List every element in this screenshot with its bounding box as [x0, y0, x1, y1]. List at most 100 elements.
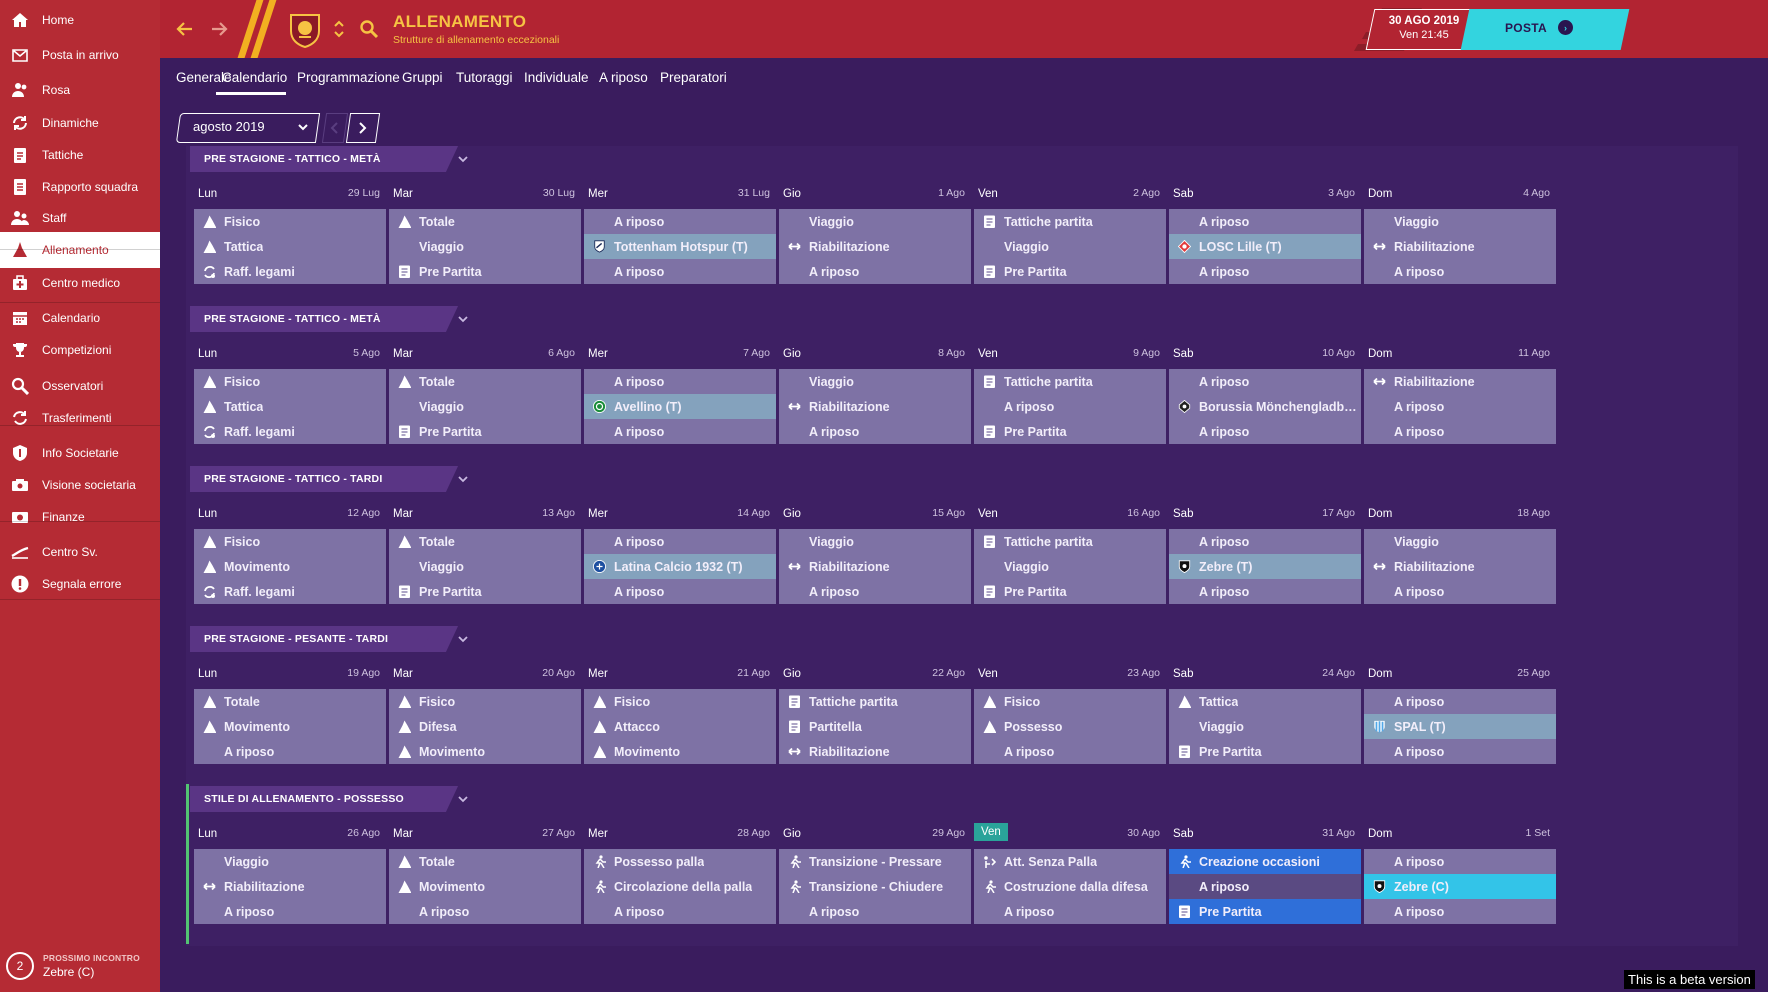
tab-programmazione[interactable]: Programmazione [297, 70, 400, 85]
next-match-widget[interactable]: 2 PROSSIMO INCONTRO Zebre (C) [0, 940, 160, 992]
tab-generale[interactable]: Generale [176, 70, 232, 85]
training-session-cell[interactable]: Viaggio [779, 369, 971, 394]
club-crest-icon[interactable] [288, 11, 322, 49]
training-session-cell[interactable]: A riposo [1169, 579, 1361, 604]
week-schedule-header[interactable]: PRE STAGIONE - PESANTE - TARDI [190, 626, 468, 652]
training-session-cell[interactable]: Viaggio [779, 209, 971, 234]
training-session-cell[interactable]: Viaggio [389, 554, 581, 579]
training-session-cell[interactable]: Difesa [389, 714, 581, 739]
training-session-cell[interactable]: Pre Partita [974, 579, 1166, 604]
training-session-cell[interactable]: Tattica [194, 394, 386, 419]
training-session-cell[interactable]: Borussia Mönchengladbac... [1169, 394, 1361, 419]
training-session-cell[interactable]: Movimento [389, 874, 581, 899]
tab-gruppi[interactable]: Gruppi [402, 70, 443, 85]
training-session-cell[interactable]: A riposo [1169, 529, 1361, 554]
training-session-cell[interactable]: Riabilitazione [1364, 554, 1556, 579]
training-session-cell[interactable]: A riposo [389, 899, 581, 924]
training-session-cell[interactable]: A riposo [974, 394, 1166, 419]
sidebar-item-allenamento[interactable]: Allenamento [0, 232, 160, 268]
training-session-cell[interactable]: Tattica [1169, 689, 1361, 714]
training-session-cell[interactable]: Possesso palla [584, 849, 776, 874]
training-session-cell[interactable]: Zebre (C) [1364, 874, 1556, 899]
sidebar-item-home[interactable]: Home [0, 2, 160, 38]
training-session-cell[interactable]: Pre Partita [389, 419, 581, 444]
training-session-cell[interactable]: Transizione - Pressare [779, 849, 971, 874]
training-session-cell[interactable]: A riposo [1364, 689, 1556, 714]
training-session-cell[interactable]: A riposo [779, 579, 971, 604]
up-down-icon[interactable] [332, 16, 346, 42]
training-session-cell[interactable]: A riposo [584, 529, 776, 554]
training-session-cell[interactable]: Fisico [974, 689, 1166, 714]
week-schedule-header[interactable]: PRE STAGIONE - TATTICO - METÀ [190, 146, 468, 172]
training-session-cell[interactable]: SPAL (T) [1364, 714, 1556, 739]
training-session-cell[interactable]: Pre Partita [1169, 739, 1361, 764]
training-session-cell[interactable]: Movimento [194, 554, 386, 579]
training-session-cell[interactable]: A riposo [974, 739, 1166, 764]
training-session-cell[interactable]: Viaggio [1364, 209, 1556, 234]
training-session-cell[interactable]: Tattiche partita [974, 529, 1166, 554]
training-session-cell[interactable]: A riposo [584, 209, 776, 234]
sidebar-item-staff[interactable]: Staff [0, 200, 160, 236]
training-session-cell[interactable]: Pre Partita [389, 579, 581, 604]
sidebar-item-competizioni[interactable]: Competizioni [0, 332, 160, 368]
training-session-cell[interactable]: Totale [389, 209, 581, 234]
training-session-cell[interactable]: Pre Partita [974, 259, 1166, 284]
training-session-cell[interactable]: A riposo [1364, 419, 1556, 444]
training-session-cell[interactable]: Raff. legami [194, 579, 386, 604]
training-session-cell[interactable]: A riposo [1364, 899, 1556, 924]
training-session-cell[interactable]: Raff. legami [194, 419, 386, 444]
training-session-cell[interactable]: Totale [194, 689, 386, 714]
sidebar-item-info-societarie[interactable]: Info Societarie [0, 435, 160, 471]
training-session-cell[interactable]: Tattica [194, 234, 386, 259]
training-session-cell[interactable]: A riposo [1364, 739, 1556, 764]
sidebar-item-rapporto-squadra[interactable]: Rapporto squadra [0, 169, 160, 205]
sidebar-item-dinamiche[interactable]: Dinamiche [0, 105, 160, 141]
training-session-cell[interactable]: Riabilitazione [779, 234, 971, 259]
training-session-cell[interactable]: Fisico [194, 529, 386, 554]
training-session-cell[interactable]: Avellino (T) [584, 394, 776, 419]
training-session-cell[interactable]: Costruzione dalla difesa [974, 874, 1166, 899]
week-schedule-header[interactable]: PRE STAGIONE - TATTICO - METÀ [190, 306, 468, 332]
training-session-cell[interactable]: A riposo [1364, 394, 1556, 419]
training-session-cell[interactable]: Riabilitazione [1364, 369, 1556, 394]
sidebar-item-trasferimenti[interactable]: Trasferimenti [0, 400, 160, 436]
training-session-cell[interactable]: A riposo [1364, 259, 1556, 284]
training-session-cell[interactable]: Movimento [584, 739, 776, 764]
date-box[interactable]: 30 AGO 2019 Ven 21:45 [1365, 9, 1620, 50]
training-session-cell[interactable]: Riabilitazione [1364, 234, 1556, 259]
training-session-cell[interactable]: A riposo [584, 579, 776, 604]
training-session-cell[interactable]: Viaggio [389, 234, 581, 259]
search-icon[interactable] [356, 16, 382, 42]
training-session-cell[interactable]: Fisico [194, 209, 386, 234]
training-session-cell[interactable]: LOSC Lille (T) [1169, 234, 1361, 259]
training-session-cell[interactable]: Riabilitazione [779, 394, 971, 419]
training-session-cell[interactable]: Attacco [584, 714, 776, 739]
training-session-cell[interactable]: Viaggio [779, 529, 971, 554]
sidebar-item-tattiche[interactable]: Tattiche [0, 137, 160, 173]
training-session-cell[interactable]: Riabilitazione [779, 739, 971, 764]
sidebar-item-visione-societaria[interactable]: Visione societaria [0, 467, 160, 503]
forward-arrow-icon[interactable] [206, 16, 232, 42]
sidebar-item-rosa[interactable]: Rosa [0, 72, 160, 108]
training-session-cell[interactable]: Raff. legami [194, 259, 386, 284]
sidebar-item-centro-medico[interactable]: Centro medico [0, 265, 160, 301]
training-session-cell[interactable]: Latina Calcio 1932 (T) [584, 554, 776, 579]
training-session-cell[interactable]: Totale [389, 369, 581, 394]
training-session-cell[interactable]: Viaggio [1364, 529, 1556, 554]
training-session-cell[interactable]: Creazione occasioni [1169, 849, 1361, 874]
sidebar-item-centro-sv-[interactable]: Centro Sv. [0, 534, 160, 570]
training-session-cell[interactable]: Viaggio [1169, 714, 1361, 739]
training-session-cell[interactable]: A riposo [974, 899, 1166, 924]
training-session-cell[interactable]: Viaggio [974, 234, 1166, 259]
training-session-cell[interactable]: Riabilitazione [779, 554, 971, 579]
sidebar-item-posta-in-arrivo[interactable]: Posta in arrivo [0, 37, 160, 73]
training-session-cell[interactable]: Riabilitazione [194, 874, 386, 899]
training-session-cell[interactable]: Viaggio [389, 394, 581, 419]
training-session-cell[interactable]: A riposo [584, 369, 776, 394]
sidebar-item-finanze[interactable]: Finanze [0, 499, 160, 535]
training-session-cell[interactable]: Pre Partita [974, 419, 1166, 444]
training-session-cell[interactable]: Zebre (T) [1169, 554, 1361, 579]
training-session-cell[interactable]: A riposo [194, 899, 386, 924]
tab-a-riposo[interactable]: A riposo [599, 70, 648, 85]
training-session-cell[interactable]: A riposo [779, 259, 971, 284]
